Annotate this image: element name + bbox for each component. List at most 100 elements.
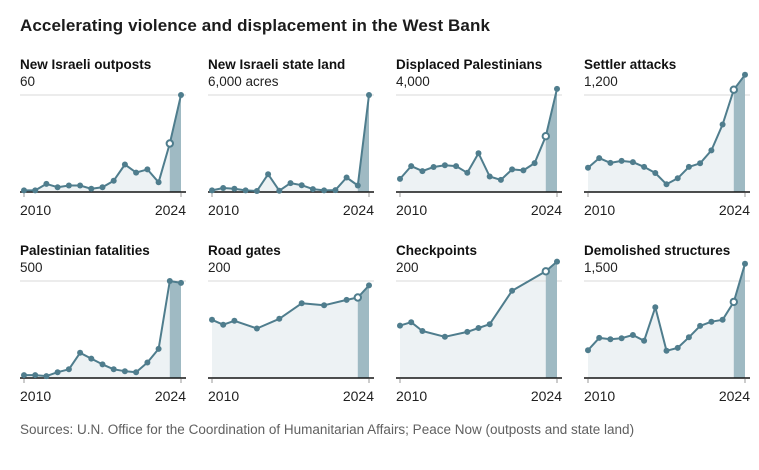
x-axis-labels: 2010 2024: [584, 388, 750, 404]
chart-point: [265, 171, 272, 178]
chart-area-fill: [588, 74, 745, 192]
chart-point: [54, 184, 61, 191]
chart-point: [652, 304, 659, 311]
panel-title: Palestinian fatalities: [20, 243, 150, 258]
chart-point: [220, 185, 227, 191]
chart-point: [486, 321, 493, 328]
chart-point: [430, 164, 437, 170]
chart-point: [144, 166, 151, 173]
chart-point-open: [729, 85, 739, 94]
chart-point: [719, 316, 726, 323]
chart-point-open: [541, 267, 551, 276]
chart-point: [663, 181, 670, 188]
chart-point: [719, 121, 726, 128]
chart-point: [663, 347, 670, 354]
x-axis-start-label: 2010: [208, 202, 240, 218]
panel-max-value-label: 60: [20, 74, 36, 89]
x-axis-end-label: 2024: [154, 202, 186, 218]
panels-grid: New Israeli outposts 60 2010 2024 New Israel…: [20, 56, 751, 404]
panel-max-value-label: 6,000 acres: [208, 74, 279, 89]
chart-point: [408, 163, 415, 170]
chart-highlight-band: [357, 285, 369, 378]
x-axis-labels: 2010 2024: [396, 388, 562, 404]
chart-point: [166, 278, 173, 284]
chart-point: [531, 160, 538, 167]
chart-point: [253, 188, 260, 194]
chart-point: [742, 71, 748, 78]
x-axis-labels: 2010 2024: [20, 202, 186, 218]
x-axis-end-label: 2024: [342, 202, 374, 218]
line-chart-svg: [208, 280, 374, 383]
chart-point: [397, 175, 403, 182]
chart-point: [742, 260, 748, 267]
chart-area-fill: [24, 281, 181, 378]
chart-point: [708, 318, 715, 325]
panel-max-value-label: 1,200: [584, 74, 618, 89]
panel-max-value-label: 200: [208, 260, 231, 275]
chart-point: [321, 187, 328, 194]
chart-point: [419, 168, 426, 175]
chart-point: [77, 349, 84, 356]
chart-point: [674, 175, 681, 182]
chart-point: [309, 186, 316, 193]
chart-area-fill: [588, 263, 745, 378]
x-axis-start-label: 2010: [396, 388, 428, 404]
chart-point: [220, 321, 227, 328]
chart-point: [629, 159, 636, 166]
chart-panel: Road gates 200 2010 2024: [208, 242, 374, 404]
chart-point: [641, 163, 648, 170]
chart-highlight-band: [545, 88, 557, 192]
source-attribution: Sources: U.N. Office for the Coordinatio…: [20, 422, 635, 437]
line-chart-svg: [396, 85, 562, 197]
chart-point: [343, 174, 350, 181]
panel-title: Demolished structures: [584, 243, 731, 258]
chart-point: [54, 369, 61, 376]
x-axis-end-label: 2024: [718, 388, 750, 404]
chart-panel: New Israeli outposts 60 2010 2024: [20, 56, 186, 218]
x-axis-start-label: 2010: [20, 388, 52, 404]
chart-point: [475, 325, 482, 331]
x-axis-end-label: 2024: [154, 388, 186, 404]
line-chart-svg: [584, 260, 750, 383]
chart-point: [585, 164, 591, 171]
chart-point: [32, 372, 39, 379]
chart-point: [397, 322, 403, 329]
chart-point: [321, 302, 328, 309]
chart-panel: Settler attacks 1,200 2010 2024: [584, 56, 750, 218]
chart-point: [585, 347, 591, 354]
chart-point: [298, 182, 305, 189]
chart-point: [509, 287, 516, 294]
chart-point: [618, 157, 625, 164]
chart-point: [366, 92, 372, 98]
chart-point: [133, 369, 140, 376]
chart-point: [441, 162, 448, 169]
chart-point: [276, 315, 283, 322]
x-axis-labels: 2010 2024: [20, 388, 186, 404]
chart-point-open: [353, 293, 363, 302]
chart-point: [209, 187, 215, 194]
chart-point: [43, 373, 50, 380]
chart-point: [99, 184, 106, 191]
chart-area-fill: [212, 285, 369, 378]
chart-point: [697, 160, 704, 167]
panel-max-value-label: 1,500: [584, 260, 618, 275]
chart-point: [21, 372, 27, 379]
chart-point: [554, 85, 560, 92]
line-chart-svg: [20, 278, 186, 383]
chart-area-fill: [400, 261, 557, 378]
panel-title: Displaced Palestinians: [396, 57, 543, 72]
chart-point: [144, 359, 151, 366]
x-axis-start-label: 2010: [208, 388, 240, 404]
chart-highlight-band: [169, 281, 181, 378]
chart-point: [155, 345, 162, 352]
chart-highlight-band: [169, 95, 181, 192]
x-axis-labels: 2010 2024: [584, 202, 750, 218]
chart-point: [121, 368, 128, 375]
chart-point: [253, 325, 260, 332]
chart-point: [155, 179, 162, 186]
chart-point: [231, 317, 238, 324]
chart-point: [685, 334, 692, 341]
chart-point: [99, 361, 106, 368]
chart-point: [408, 319, 415, 326]
chart-point-open: [541, 132, 551, 141]
